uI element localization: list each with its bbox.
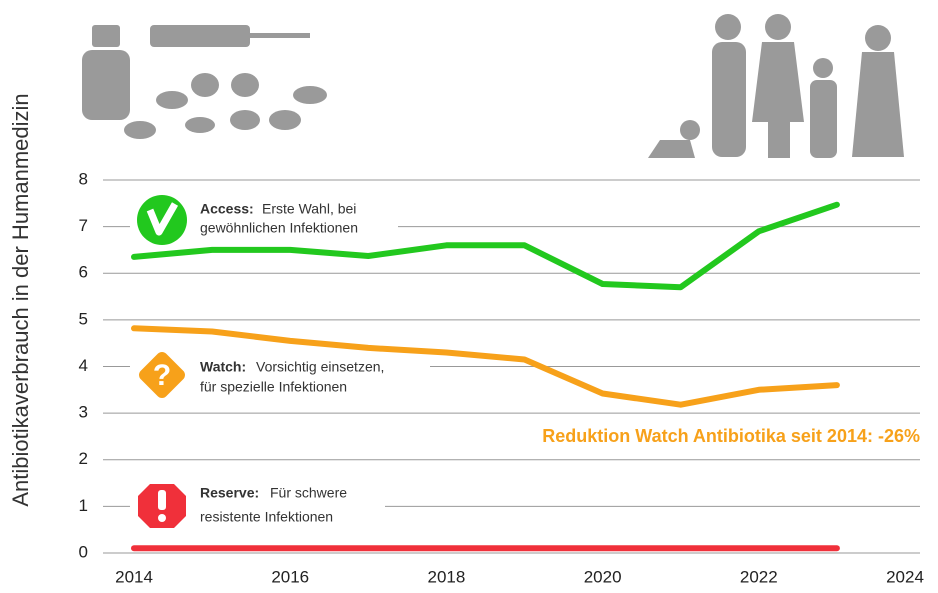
- exclaim-icon: [158, 490, 166, 510]
- series-name: Access:: [200, 201, 254, 217]
- series-description: Erste Wahl, bei: [262, 201, 356, 217]
- series-description: Für schwere: [270, 485, 347, 501]
- x-tick-label: 2016: [271, 567, 309, 586]
- y-tick-label: 2: [79, 449, 88, 468]
- watch-icon: [139, 352, 185, 398]
- x-tick-label: 2022: [740, 567, 778, 586]
- series-line: [131, 325, 840, 408]
- series-name: Reserve:: [200, 485, 259, 501]
- x-tick-label: 2014: [115, 567, 153, 586]
- pills-icon: [82, 25, 327, 139]
- annotation: Reduktion Watch Antibiotika seit 2014: -…: [542, 426, 920, 446]
- y-tick-label: 7: [79, 216, 88, 235]
- y-tick-label: 8: [79, 169, 88, 188]
- people-icon: [648, 14, 904, 158]
- exclaim-dot: [158, 514, 166, 522]
- y-tick-label: 3: [79, 403, 88, 422]
- y-axis-label: Antibiotikaverbrauch in der Humanmedizin: [8, 93, 33, 506]
- series-description: resistente Infektionen: [200, 509, 333, 525]
- series-description: für spezielle Infektionen: [200, 379, 347, 395]
- series-description: gewöhnlichen Infektionen: [200, 220, 358, 236]
- check-icon: [146, 202, 179, 236]
- series-line: [131, 201, 840, 291]
- x-tick-label: 2018: [428, 567, 466, 586]
- x-tick-label: 2020: [584, 567, 622, 586]
- y-tick-label: 1: [79, 496, 88, 515]
- y-tick-label: 5: [79, 309, 88, 328]
- x-tick-label: 2024: [886, 567, 924, 586]
- y-tick-label: 4: [79, 356, 88, 375]
- series-name: Watch:: [200, 359, 246, 375]
- question-icon: ?: [153, 359, 171, 392]
- y-tick-label: 0: [79, 542, 88, 561]
- y-tick-label: 6: [79, 263, 88, 282]
- series-description: Vorsichtig einsetzen,: [256, 359, 384, 375]
